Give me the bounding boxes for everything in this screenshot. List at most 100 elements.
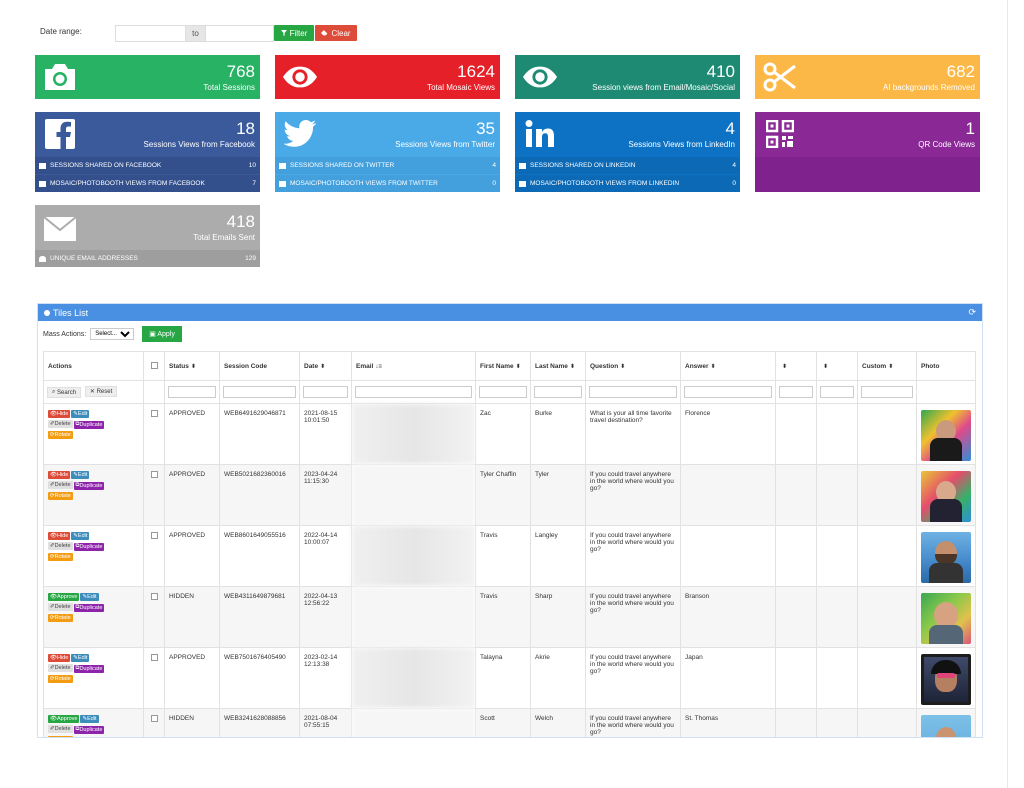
mass-actions-select[interactable]: Select... (90, 328, 135, 340)
row-checkbox[interactable] (150, 471, 158, 478)
session-code-cell: WEB6491629046871 (219, 403, 300, 465)
session-filter-input[interactable] (223, 385, 296, 398)
refresh-icon[interactable]: ⟳ (968, 307, 976, 317)
photo-thumbnail[interactable] (921, 410, 971, 461)
col-last-name[interactable]: Last Name ⬍ (530, 351, 586, 381)
photo-thumbnail[interactable] (921, 715, 971, 737)
approve-button[interactable]: 👁 Approve (48, 593, 80, 601)
rotate-button[interactable]: ⟳ Rotate (48, 735, 73, 737)
rotate-button[interactable]: ⟳ Rotate (48, 491, 73, 500)
rotate-button[interactable]: ⟳ Rotate (48, 674, 73, 683)
twitter-value: 35 (476, 119, 495, 138)
date-from-input[interactable] (115, 25, 186, 42)
sort-desc-icon: ↓≡ (375, 363, 382, 370)
filter-button[interactable]: Filter (274, 25, 314, 41)
edit-button[interactable]: ✎ Edit (80, 715, 99, 723)
col-select-all[interactable] (143, 351, 165, 381)
edit-button[interactable]: ✎ Edit (71, 532, 90, 540)
row-actions: 👁 Approve✎ Edit ✐ Delete⧉ Duplicate ⟳ Ro… (43, 708, 144, 737)
duplicate-button[interactable]: ⧉ Duplicate (73, 603, 105, 612)
sort-icon: ⬍ (320, 363, 326, 370)
edit-button[interactable]: ✎ Edit (71, 471, 90, 479)
photo-thumbnail[interactable] (921, 654, 971, 705)
col-answer[interactable]: Answer ⬍ (680, 351, 776, 381)
duplicate-button[interactable]: ⧉ Duplicate (73, 542, 105, 551)
duplicate-button[interactable]: ⧉ Duplicate (73, 664, 105, 673)
date-filter-input[interactable] (303, 385, 348, 398)
blank2-filter-input[interactable] (820, 385, 854, 398)
question-cell: If you could travel anywhere in the worl… (585, 708, 681, 737)
search-button[interactable]: ⌕ Search (47, 387, 82, 398)
edit-button[interactable]: ✎ Edit (80, 593, 99, 601)
first-name-cell: Travis (475, 525, 531, 587)
email-cell (351, 586, 476, 648)
facebook-icon (42, 118, 78, 150)
col-question[interactable]: Question ⬍ (585, 351, 681, 381)
delete-button[interactable]: ✐ Delete (48, 664, 73, 672)
session-code-cell: WEB7501676405490 (219, 647, 300, 709)
row-checkbox[interactable] (150, 654, 158, 661)
apply-button[interactable]: ▣ Apply (142, 326, 182, 342)
row-checkbox[interactable] (150, 410, 158, 417)
last-name-cell: Akrie (530, 647, 586, 709)
delete-button[interactable]: ✐ Delete (48, 420, 73, 428)
date-cell: 2023-02-14 12:13:38 (299, 647, 352, 709)
col-email[interactable]: Email ↓≡ (351, 351, 476, 381)
select-all-checkbox[interactable] (150, 361, 158, 369)
first-name-filter-input[interactable] (479, 385, 527, 398)
delete-button[interactable]: ✐ Delete (48, 542, 73, 550)
duplicate-button[interactable]: ⧉ Duplicate (73, 481, 105, 490)
row-checkbox[interactable] (150, 715, 158, 722)
col-blank-2[interactable]: ⬍ (816, 351, 858, 381)
duplicate-button[interactable]: ⧉ Duplicate (73, 725, 105, 734)
question-filter-input[interactable] (589, 385, 677, 398)
linkedin-mosaic-label: MOSAIC/PHOTOBOOTH VIEWS FROM LINKEDIN (530, 180, 680, 187)
hide-button[interactable]: 👁 Hide (48, 410, 71, 418)
hide-button[interactable]: 👁 Hide (48, 532, 71, 540)
col-first-name[interactable]: First Name ⬍ (475, 351, 531, 381)
col-session-code[interactable]: Session Code (219, 351, 300, 381)
last-name-filter-input[interactable] (534, 385, 582, 398)
col-date[interactable]: Date ⬍ (299, 351, 352, 381)
row-checkbox[interactable] (150, 532, 158, 539)
rotate-button[interactable]: ⟳ Rotate (48, 552, 73, 561)
answer-filter-input[interactable] (684, 385, 772, 398)
rotate-button[interactable]: ⟳ Rotate (48, 430, 73, 439)
date-to-input[interactable] (205, 25, 274, 42)
delete-button[interactable]: ✐ Delete (48, 725, 73, 733)
tiles-list-header: Tiles List ⟳ (38, 304, 982, 321)
delete-button[interactable]: ✐ Delete (48, 603, 73, 611)
approve-button[interactable]: 👁 Approve (48, 715, 80, 723)
custom-filter-input[interactable] (861, 385, 913, 398)
photo-thumbnail[interactable] (921, 471, 971, 522)
blank1-filter-input[interactable] (779, 385, 813, 398)
row-actions: 👁 Hide ✎ Edit ✐ Delete ⧉ Duplicate ⟳ Rotat… (43, 647, 144, 709)
scrollbar[interactable] (1007, 0, 1024, 788)
row-checkbox[interactable] (150, 593, 158, 600)
eye-icon (522, 61, 558, 93)
hide-button[interactable]: 👁 Hide (48, 471, 71, 479)
col-blank-1[interactable]: ⬍ (775, 351, 817, 381)
hide-button[interactable]: 👁 Hide (48, 654, 71, 662)
email-filter-input[interactable] (355, 385, 472, 398)
col-status[interactable]: Status ⬍ (164, 351, 220, 381)
photo-thumbnail[interactable] (921, 532, 971, 583)
col-custom[interactable]: Custom ⬍ (857, 351, 917, 381)
sort-icon: ⬍ (782, 363, 788, 370)
photo-thumbnail[interactable] (921, 593, 971, 644)
sort-icon: ⬍ (888, 363, 894, 370)
delete-button[interactable]: ✐ Delete (48, 481, 73, 489)
sort-icon: ⬍ (190, 363, 196, 370)
reset-button[interactable]: ✕ Reset (84, 386, 118, 397)
clear-button[interactable]: Clear (315, 25, 357, 41)
first-name-cell: Zac (475, 403, 531, 465)
edit-button[interactable]: ✎ Edit (71, 410, 90, 418)
edit-button[interactable]: ✎ Edit (71, 654, 90, 662)
status-filter-input[interactable] (168, 385, 216, 398)
linkedin-value: 4 (725, 119, 735, 138)
answer-cell: Japan (680, 647, 776, 709)
question-cell: If you could travel anywhere in the worl… (585, 647, 681, 709)
envelope-icon (42, 213, 78, 245)
rotate-button[interactable]: ⟳ Rotate (48, 613, 73, 622)
duplicate-button[interactable]: ⧉ Duplicate (73, 420, 105, 429)
